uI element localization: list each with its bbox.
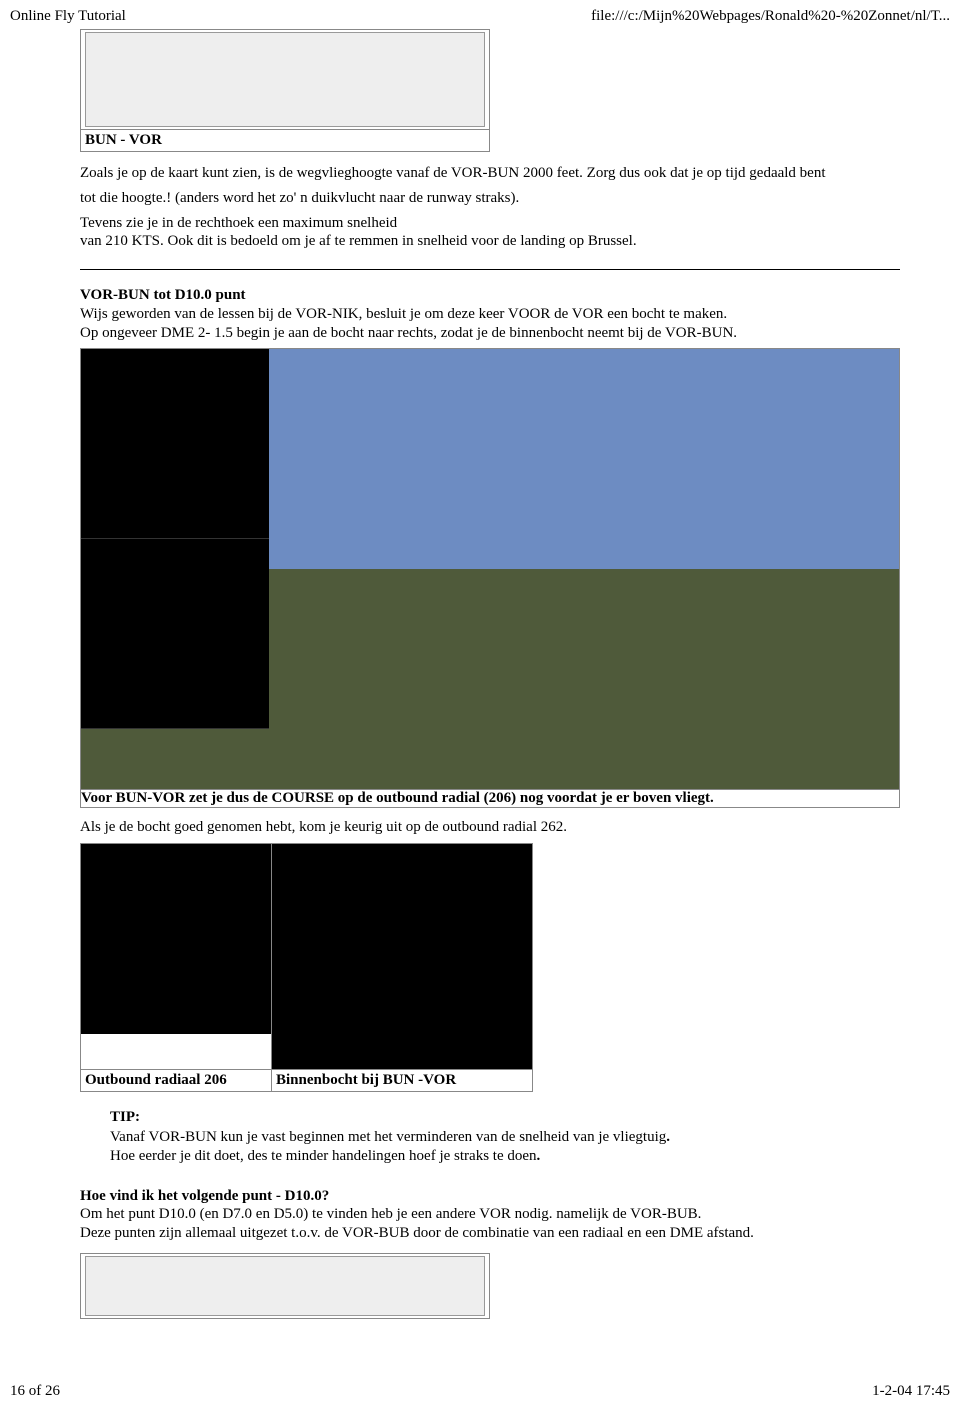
figure-two-panel: Outbound radiaal 206 Binnenbocht bij BUN… — [80, 843, 533, 1092]
tip-label: TIP: — [110, 1109, 140, 1125]
hsi-gauge-top — [81, 349, 269, 539]
paragraph: tot die hoogte.! (anders word het zo' n … — [80, 189, 900, 208]
page-header: Online Fly Tutorial file:///c:/Mijn%20We… — [0, 0, 960, 29]
flight-scene-image — [81, 349, 899, 789]
section-divider — [80, 269, 900, 270]
page-content: BUN - VOR Zoals je op de kaart kunt zien… — [0, 29, 960, 1319]
paragraph: Tevens zie je in de rechthoek een maximu… — [80, 214, 900, 252]
section-heading-block: Hoe vind ik het volgende punt - D10.0? O… — [80, 1187, 900, 1243]
figure-label-right: Binnenbocht bij BUN -VOR — [272, 1070, 533, 1092]
tip-line: Hoe eerder je dit doet, des te minder ha… — [110, 1148, 537, 1164]
tip-period: . — [537, 1148, 541, 1164]
figure-flight-scene: Voor BUN-VOR zet je dus de COURSE op de … — [80, 348, 900, 808]
figure-chart-bunvor: BUN - VOR — [80, 29, 490, 152]
chart-image-placeholder — [85, 1256, 485, 1316]
figure-caption: BUN - VOR — [81, 130, 490, 152]
tip-period: . — [666, 1129, 670, 1145]
hsi-gauge-image — [81, 844, 271, 1034]
hsi-gauge-bottom — [81, 539, 269, 729]
footer-timestamp: 1-2-04 17:45 — [872, 1383, 950, 1400]
header-url: file:///c:/Mijn%20Webpages/Ronald%20-%20… — [591, 8, 950, 25]
text: Wijs geworden van de lessen bij de VOR-N… — [80, 306, 727, 322]
chart-image-placeholder — [85, 32, 485, 127]
text: van 210 KTS. Ook dit is bedoeld om je af… — [80, 233, 637, 249]
footer-page-number: 16 of 26 — [10, 1383, 60, 1400]
figure-caption: Voor BUN-VOR zet je dus de COURSE op de … — [81, 790, 900, 808]
gauge-stack — [81, 349, 271, 729]
paragraph: Zoals je op de kaart kunt zien, is de we… — [80, 164, 900, 183]
gps-map-image — [272, 844, 532, 1069]
header-title: Online Fly Tutorial — [10, 8, 126, 25]
paragraph: Als je de bocht goed genomen hebt, kom j… — [80, 818, 900, 837]
text: Deze punten zijn allemaal uitgezet t.o.v… — [80, 1225, 754, 1241]
text: Om het punt D10.0 (en D7.0 en D5.0) te v… — [80, 1206, 701, 1222]
section-heading-block: VOR-BUN tot D10.0 punt Wijs geworden van… — [80, 286, 900, 342]
page-footer: 16 of 26 1-2-04 17:45 — [0, 1379, 960, 1408]
section-heading: Hoe vind ik het volgende punt - D10.0? — [80, 1188, 329, 1204]
tip-line: Vanaf VOR-BUN kun je vast beginnen met h… — [110, 1129, 666, 1145]
tip-block: TIP: Vanaf VOR-BUN kun je vast beginnen … — [80, 1108, 900, 1167]
text: Op ongeveer DME 2- 1.5 begin je aan de b… — [80, 325, 737, 341]
text: Tevens zie je in de rechthoek een maximu… — [80, 215, 397, 231]
section-heading: VOR-BUN tot D10.0 punt — [80, 287, 246, 303]
figure-label-left: Outbound radiaal 206 — [81, 1070, 272, 1092]
figure-chart-bottom — [80, 1253, 490, 1319]
